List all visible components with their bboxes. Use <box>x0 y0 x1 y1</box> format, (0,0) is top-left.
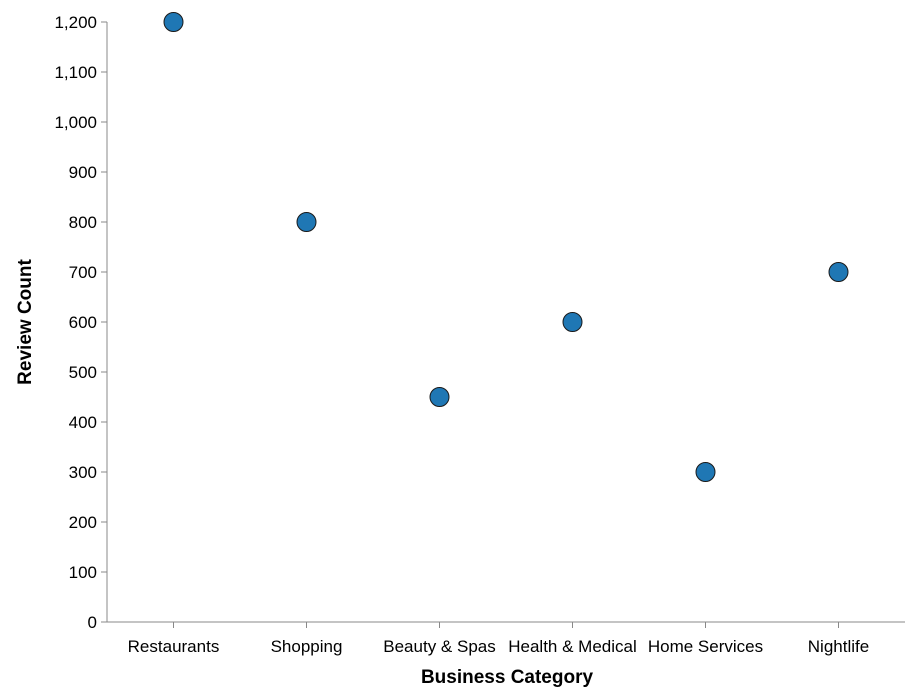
y-tick-label: 700 <box>69 263 97 282</box>
x-tick-label: Shopping <box>271 637 343 656</box>
y-tick-label: 1,200 <box>54 13 97 32</box>
x-tick-label: Health & Medical <box>508 637 637 656</box>
data-point <box>828 262 849 282</box>
y-tick-label: 300 <box>69 463 97 482</box>
x-tick-label: Nightlife <box>808 637 869 656</box>
y-axis-title: Review Count <box>15 259 36 385</box>
y-tick-label: 1,000 <box>54 113 97 132</box>
y-tick-label: 200 <box>69 513 97 532</box>
data-point <box>296 212 317 232</box>
x-axis: Restaurants Shopping Beauty & Spas Health &… <box>107 621 905 656</box>
x-tick-label: Home Services <box>648 637 763 656</box>
data-point <box>163 12 184 32</box>
y-tick-label: 600 <box>69 313 97 332</box>
y-tick-label: 800 <box>69 213 97 232</box>
data-point <box>429 387 450 407</box>
data-point <box>695 462 716 482</box>
y-tick-label: 400 <box>69 413 97 432</box>
x-axis-title: Business Category <box>421 667 594 688</box>
x-tick-label: Beauty & Spas <box>383 637 495 656</box>
y-axis: 0 100 200 300 400 500 600 700 800 900 1,000 1,100 1,… <box>54 13 108 632</box>
y-tick-label: 500 <box>69 363 97 382</box>
data-points <box>163 12 849 482</box>
y-tick-label: 0 <box>88 613 97 632</box>
y-tick-label: 1,100 <box>54 63 97 82</box>
y-tick-label: 100 <box>69 563 97 582</box>
x-tick-label: Restaurants <box>128 637 220 656</box>
y-tick-label: 900 <box>69 163 97 182</box>
data-point <box>562 312 583 332</box>
